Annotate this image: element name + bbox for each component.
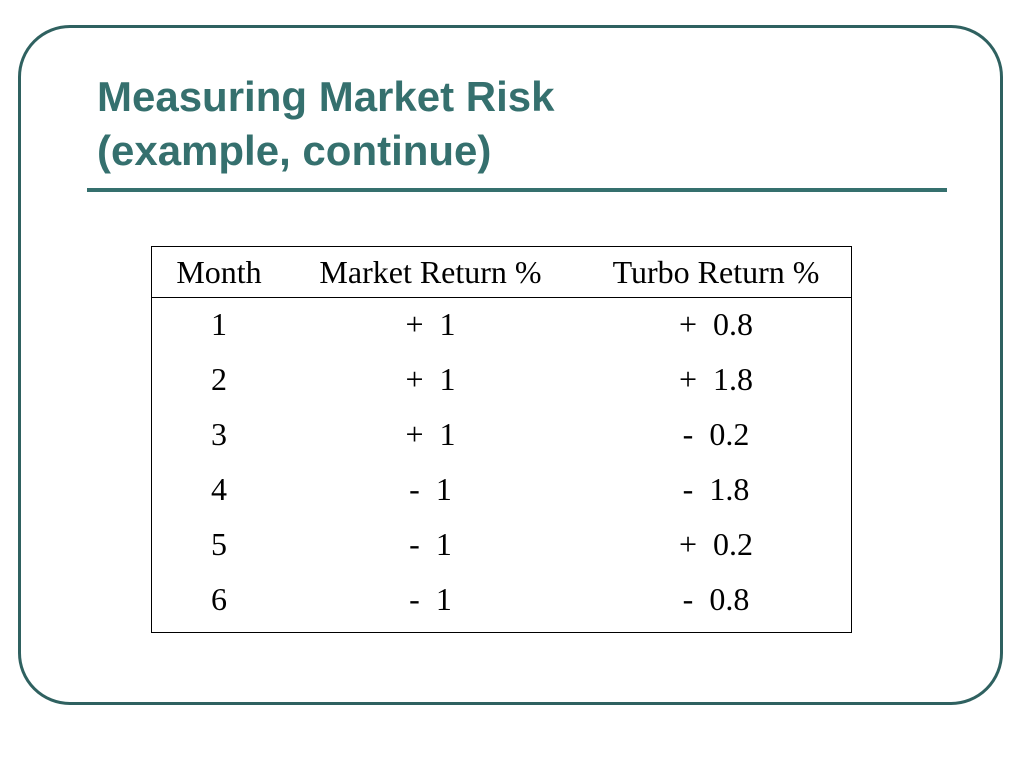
month-cell: 2 — [211, 361, 227, 397]
table-row: 5 - 1 + 0.2 — [152, 520, 851, 575]
month-cell: 4 — [211, 471, 227, 507]
month-cell: 3 — [211, 416, 227, 452]
slide-title: Measuring Market Risk (example, continue… — [97, 70, 555, 178]
table-row: 1 + 1 + 0.8 — [152, 300, 851, 355]
table-row: 2 + 1 + 1.8 — [152, 355, 851, 410]
table-header-row: Month Market Return % Turbo Return % — [152, 247, 851, 298]
header-month: Month — [176, 254, 262, 290]
market-return-cell: + 1 — [405, 361, 456, 397]
month-cell: 1 — [211, 306, 227, 342]
title-divider — [87, 188, 947, 192]
month-cell: 5 — [211, 526, 227, 562]
turbo-return-cell: - 0.8 — [682, 581, 750, 617]
table-row: 3 + 1 - 0.2 — [152, 410, 851, 465]
slide-title-line-1: Measuring Market Risk — [97, 73, 555, 120]
month-cell: 6 — [211, 581, 227, 617]
market-return-cell: + 1 — [405, 416, 456, 452]
header-turbo-return: Turbo Return % — [612, 254, 820, 290]
returns-table: Month Market Return % Turbo Return % 1 +… — [151, 246, 852, 633]
turbo-return-cell: - 0.2 — [682, 416, 750, 452]
turbo-return-cell: - 1.8 — [682, 471, 750, 507]
slide-frame — [18, 25, 1003, 705]
table-row: 6 - 1 - 0.8 — [152, 575, 851, 630]
turbo-return-cell: + 1.8 — [678, 361, 754, 397]
header-market-return: Market Return % — [319, 254, 542, 290]
market-return-cell: - 1 — [409, 526, 452, 562]
table-row: 4 - 1 - 1.8 — [152, 465, 851, 520]
turbo-return-cell: + 0.2 — [678, 526, 754, 562]
slide-title-line-2: (example, continue) — [97, 127, 492, 174]
market-return-cell: - 1 — [409, 471, 452, 507]
market-return-cell: - 1 — [409, 581, 452, 617]
turbo-return-cell: + 0.8 — [678, 306, 754, 342]
market-return-cell: + 1 — [405, 306, 456, 342]
